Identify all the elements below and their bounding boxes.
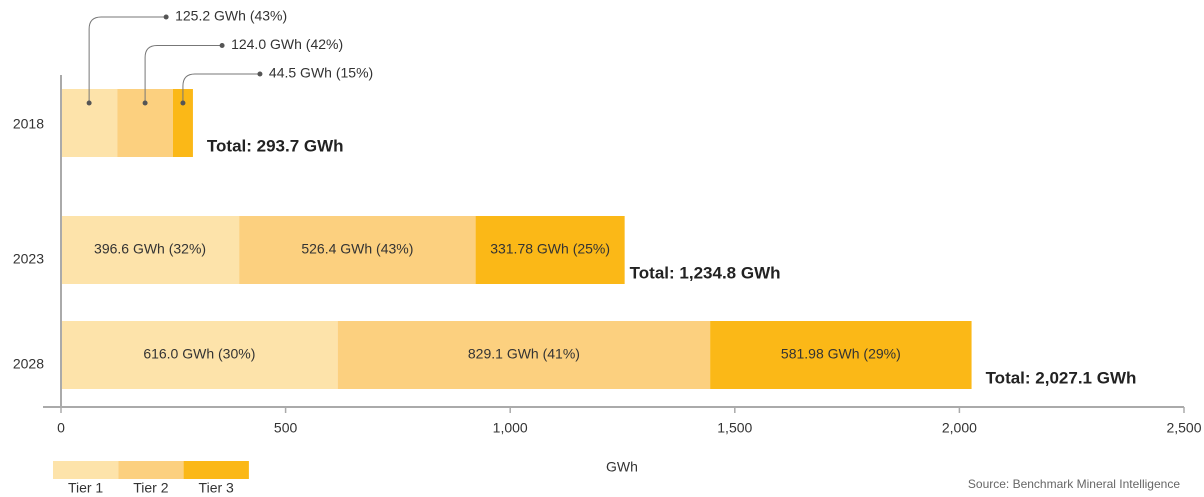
callout-dot: [142, 100, 148, 106]
bar-segment: [61, 216, 240, 284]
value-label: 124.0 GWh (42%): [231, 36, 343, 52]
callout-dot: [86, 100, 92, 106]
x-tick-label: 2,500: [1166, 420, 1201, 436]
bar-segment: [61, 321, 338, 389]
callout-dot: [180, 100, 186, 106]
value-label: 331.78 GWh (25%): [490, 241, 610, 257]
x-tick-label: 2,000: [942, 420, 977, 436]
callout-dot: [219, 43, 225, 48]
source: Source: Benchmark Mineral Intelligence: [968, 477, 1180, 491]
total-label: Total: 2,027.1 GWh: [986, 368, 1137, 387]
callout-dot: [257, 71, 263, 77]
legend-label: Tier 3: [199, 480, 234, 496]
x-tick-label: 1,500: [717, 420, 752, 436]
x-tick-label: 0: [57, 420, 65, 436]
x-tick-label: 1,000: [493, 420, 528, 436]
value-label: 125.2 GWh (43%): [175, 8, 287, 24]
value-label: 396.6 GWh (32%): [94, 241, 206, 257]
legend-label: Tier 2: [133, 480, 168, 496]
legend-swatch: [118, 461, 184, 479]
x-axis-label: GWh: [606, 459, 638, 475]
legend-swatch: [53, 461, 119, 479]
callout-line: [144, 45, 223, 103]
y-tick-label: 2018: [13, 116, 44, 132]
bar-segment: [239, 216, 476, 284]
bar-segment: [172, 89, 193, 157]
value-label: 526.4 GWh (43%): [301, 241, 413, 257]
value-label: 616.0 GWh (30%): [143, 346, 255, 362]
total-label: Total: 293.7 GWh: [207, 136, 344, 155]
callout-line: [88, 16, 167, 103]
bar-segment: [337, 321, 711, 389]
bar-segment: [710, 321, 972, 389]
value-label: 44.5 GWh (15%): [269, 65, 373, 81]
total-label: Total: 1,234.8 GWh: [630, 263, 781, 282]
callout-dot: [163, 14, 169, 20]
x-tick-label: 500: [274, 420, 298, 436]
legend-label: Tier 1: [68, 480, 103, 496]
callout-line: [182, 73, 260, 103]
y-tick-label: 2023: [13, 251, 44, 267]
bar-segment: [475, 216, 625, 284]
y-tick-label: 2028: [13, 356, 44, 372]
legend-swatch: [183, 461, 249, 479]
value-label: 829.1 GWh (41%): [468, 346, 580, 362]
value-label: 581.98 GWh (29%): [781, 346, 901, 362]
